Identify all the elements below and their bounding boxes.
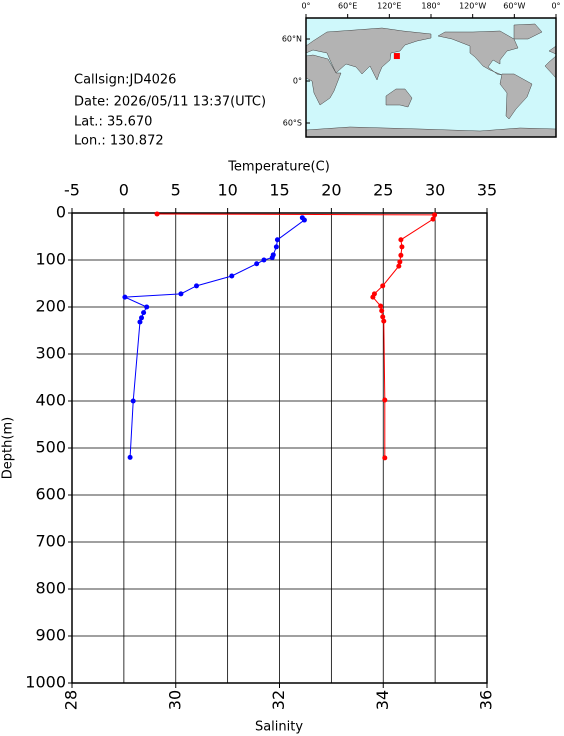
y-tick-label: 500 [35,438,66,457]
x2-tick-label: 5 [171,181,181,200]
profile-point [144,304,150,310]
map-lat-label: 0° [293,77,302,86]
profile-point [301,217,307,223]
x2-tick-label: 0 [119,181,129,200]
x2-tick-label: 30 [425,181,445,200]
date: Date: 2026/05/11 13:37(UTC) [74,95,266,110]
map-lon-label: 120°E [377,2,401,11]
map-lon-label: 0° [551,2,560,11]
x2-tick-label: 35 [477,181,497,200]
land [305,23,557,138]
x2-tick-label: 10 [217,181,237,200]
map-lon-label: 60°E [338,2,357,11]
map-lon-label: 60°W [503,2,525,11]
latitude: Lat.: 35.670 [74,115,152,130]
profile-point [254,261,260,267]
profile-line [124,217,306,458]
profile-point [380,314,386,320]
profile-point [430,216,436,222]
y-tick-label: 600 [35,485,66,504]
x-tick-label: 30 [165,690,184,710]
x-tick-label: 28 [62,690,81,710]
profile-point [398,252,404,258]
longitude: Lon.: 130.872 [74,134,164,149]
profile-point [141,310,147,316]
profile-point [194,283,199,289]
profile-point [381,318,387,324]
profile-point [380,283,386,289]
y-tick-label: 1000 [25,673,66,692]
y-tick-label: 900 [35,626,66,645]
x2-tick-label: 25 [373,181,393,200]
profile-point [378,303,384,309]
profile-point [261,257,267,263]
map-lat-label: 60°N [282,35,302,44]
profile-point [396,263,402,269]
profile-point [382,397,388,403]
profile-point [370,294,376,300]
profile-point [154,211,160,217]
profile-point [122,294,128,300]
profile-point [399,244,405,250]
world-map [305,17,557,138]
y-tick-label: 300 [35,344,66,363]
x2-tick-label: -5 [64,181,80,200]
profile-point [398,237,404,243]
profile-point [137,319,143,325]
profile-point [229,273,235,279]
y-axis-title: Depth(m) [1,417,16,479]
y-tick-label: 700 [35,532,66,551]
x2-tick-label: 20 [321,181,341,200]
x2-axis-title: Temperature(C) [227,160,330,175]
x-tick-label: 36 [477,690,496,710]
profile-point [432,212,438,218]
y-tick-label: 800 [35,579,66,598]
y-tick-label: 100 [35,250,66,269]
profile-line [157,213,436,458]
x-tick-label: 32 [269,690,288,710]
profile-point [379,308,385,314]
profile-point [274,237,280,243]
profile-point [273,244,279,250]
x2-tick-label: 15 [269,181,289,200]
x-axis-title: Salinity [255,720,303,735]
profile-point [139,315,145,321]
x-tick-label: 34 [373,690,392,710]
y-tick-label: 0 [56,203,66,222]
map-lon-label: 180° [421,2,440,11]
profile-point [269,255,275,261]
map-lon-label: 120°W [459,2,486,11]
map-lat-label: 60°S [283,119,302,128]
profile-point [130,398,136,404]
y-tick-label: 400 [35,391,66,410]
profile-point [382,455,388,461]
profile-point [397,259,403,265]
profile-point [127,454,133,460]
callsign: Callsign:JD4026 [74,73,176,88]
y-tick-label: 200 [35,297,66,316]
profile-point [178,291,184,297]
map-lon-label: 0° [301,2,310,11]
map-marker [393,53,400,60]
